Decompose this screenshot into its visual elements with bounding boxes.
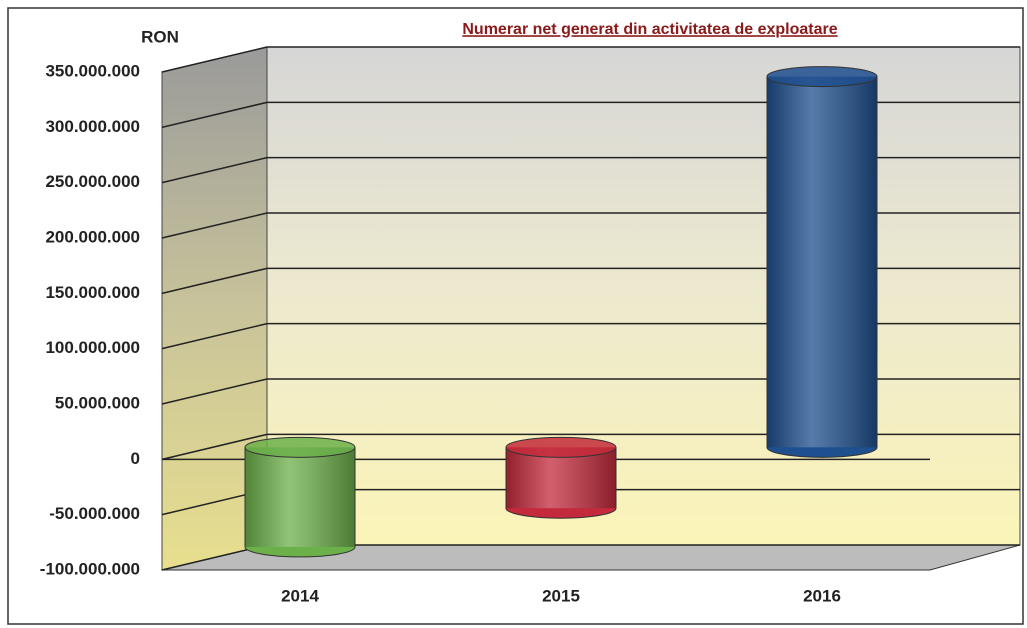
y-tick-label: 200.000.000 (45, 227, 140, 246)
grid-line (161, 267, 268, 295)
back-wall (266, 46, 1021, 546)
y-axis-label: RON (141, 27, 179, 46)
x-tick-label: 2015 (542, 586, 580, 605)
grid-line (161, 46, 268, 73)
y-tick-label: 50.000.000 (55, 393, 140, 412)
grid-line (161, 101, 268, 129)
chart-title: Numerar net generat din activitatea de e… (462, 21, 837, 38)
grid-line (161, 378, 268, 405)
grid-line (161, 322, 268, 350)
bar-shade (767, 76, 877, 448)
bar-top (244, 436, 356, 458)
bar-top (505, 436, 617, 458)
y-tick-label: -100.000.000 (40, 559, 140, 578)
y-tick-label: 250.000.000 (45, 172, 140, 191)
bar-top (766, 66, 878, 88)
y-tick-label: 350.000.000 (45, 61, 140, 80)
bar-shade (245, 447, 355, 547)
y-tick-label: 0 (131, 449, 140, 468)
y-tick-label: -50.000.000 (49, 504, 140, 523)
grid-line (161, 212, 268, 239)
x-tick-label: 2014 (281, 586, 319, 605)
x-tick-label: 2016 (803, 586, 841, 605)
grid-line (161, 433, 268, 461)
frame (7, 7, 1024, 625)
grid-line (161, 156, 268, 184)
y-tick-label: 100.000.000 (45, 338, 140, 357)
y-tick-label: 300.000.000 (45, 117, 140, 136)
y-tick-label: 150.000.000 (45, 283, 140, 302)
